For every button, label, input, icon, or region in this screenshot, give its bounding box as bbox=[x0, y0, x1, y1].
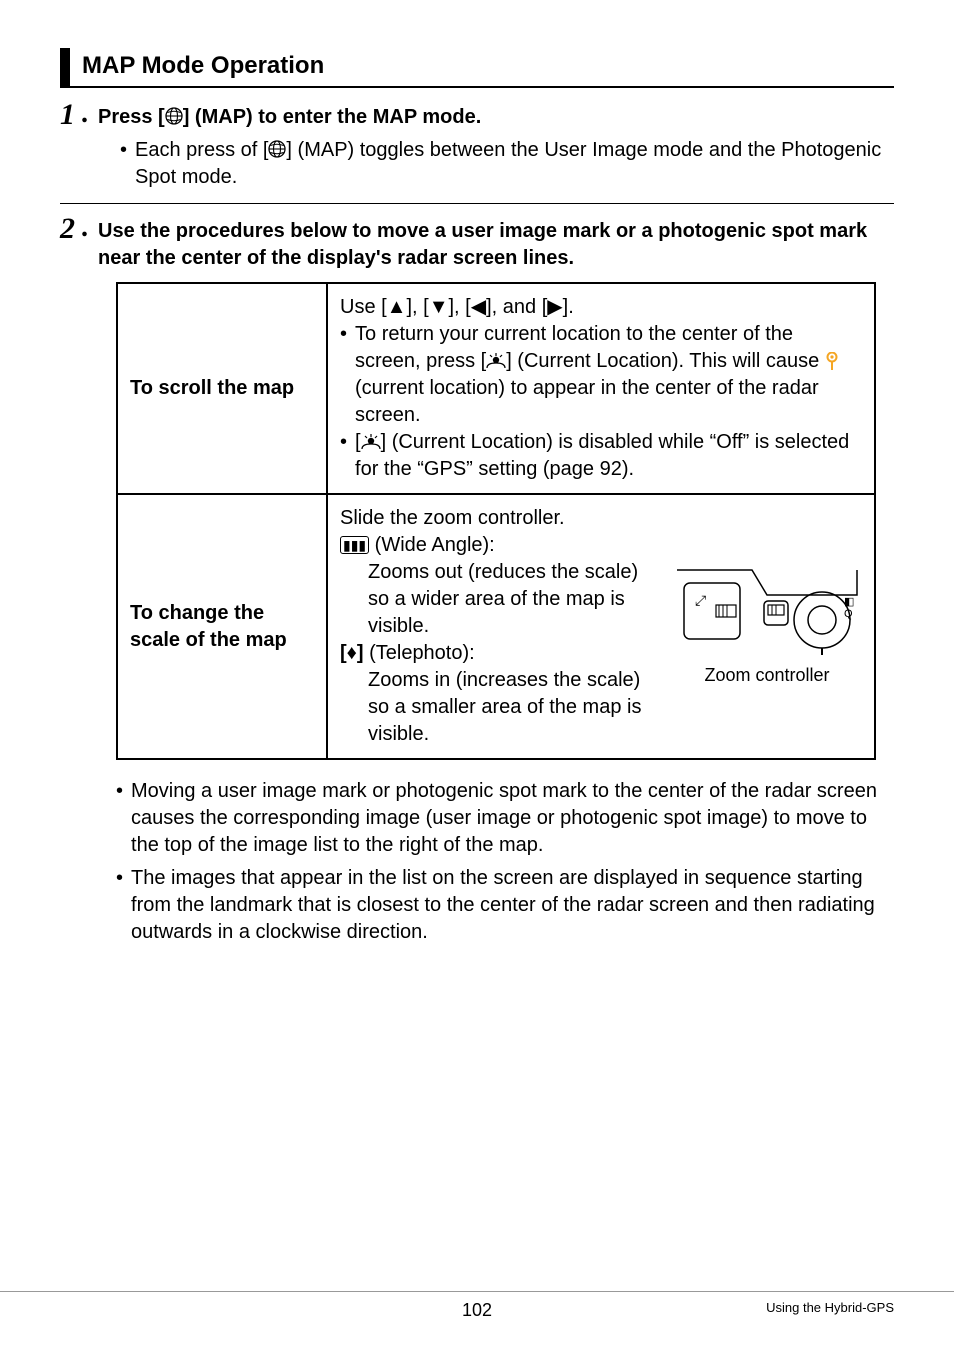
scroll-line1: Use [▲], [▼], [◀], and [▶]. bbox=[340, 294, 862, 321]
post-bullet-2-text: The images that appear in the list on th… bbox=[131, 865, 894, 946]
scale-wide-desc: Zooms out (reduces the scale) so a wider… bbox=[340, 559, 652, 640]
step-2-number: 2 bbox=[60, 214, 75, 244]
post-bullet-1: • Moving a user image mark or photogenic… bbox=[116, 778, 894, 859]
svg-text:Q: Q bbox=[844, 608, 853, 620]
step-2-text: Use the procedures below to move a user … bbox=[98, 214, 894, 272]
step-1-text: Press [ ] (MAP) to enter the MAP mode. bbox=[98, 100, 481, 131]
bullet-dot: • bbox=[120, 137, 127, 191]
post-bullet-2: • The images that appear in the list on … bbox=[116, 865, 894, 946]
step-1-text-a: Press [ bbox=[98, 106, 165, 128]
step-2-dot: . bbox=[81, 214, 88, 242]
page-footer: 102 Using the Hybrid-GPS bbox=[0, 1291, 954, 1321]
section-header-bar bbox=[60, 48, 70, 86]
scroll-b1-a: To return your current location to the c… bbox=[355, 323, 793, 345]
globe-icon bbox=[165, 107, 183, 125]
step-1-sub: • Each press of [] (MAP) toggles between… bbox=[120, 137, 894, 191]
step-1-number: 1 bbox=[60, 100, 75, 130]
globe-icon bbox=[268, 140, 286, 158]
scroll-bullet-2: • [] (Current Location) is disabled whil… bbox=[340, 429, 862, 483]
step-divider bbox=[60, 203, 894, 204]
step-1-sub-a: Each press of [ bbox=[135, 139, 268, 161]
scale-wide-line: ▮▮▮ (Wide Angle): bbox=[340, 532, 652, 559]
scroll-b1-d: (current location) to appear in the cent… bbox=[355, 377, 819, 426]
orange-location-marker-icon bbox=[825, 352, 839, 372]
scale-tele-label: (Telephoto): bbox=[364, 642, 475, 664]
svg-text:⤢: ⤢ bbox=[695, 592, 706, 608]
row-content-scale: Slide the zoom controller. ▮▮▮ (Wide Ang… bbox=[327, 494, 875, 759]
row-content-scroll: Use [▲], [▼], [◀], and [▶]. • To return … bbox=[327, 283, 875, 494]
telephoto-icon: [♦] bbox=[340, 642, 364, 664]
bullet-dot: • bbox=[116, 865, 123, 946]
scroll-b2-b: ] (Current Location) is disabled while “… bbox=[355, 431, 849, 480]
zoom-controller-icon: ⤢ ◧ Q bbox=[672, 565, 862, 657]
map-operations-table: To scroll the map Use [▲], [▼], [◀], and… bbox=[116, 282, 876, 760]
zoom-caption: Zoom controller bbox=[672, 663, 862, 687]
current-location-icon bbox=[486, 353, 506, 369]
row-label-scroll: To scroll the map bbox=[117, 283, 327, 494]
scale-tele-desc: Zooms in (increases the scale) so a smal… bbox=[340, 667, 652, 748]
zoom-controller-graphic: ⤢ ◧ Q Zoom controller bbox=[672, 565, 862, 687]
step-1: 1 . Press [ ] (MAP) to enter the MAP mode… bbox=[60, 100, 894, 131]
bullet-dot: • bbox=[340, 429, 347, 483]
post-bullets: • Moving a user image mark or photogenic… bbox=[116, 778, 894, 946]
scale-wide-label: (Wide Angle): bbox=[369, 534, 495, 556]
bullet-dot: • bbox=[116, 778, 123, 859]
step-1-dot: . bbox=[81, 100, 88, 128]
step-2: 2 . Use the procedures below to move a u… bbox=[60, 214, 894, 272]
section-header: MAP Mode Operation bbox=[60, 48, 894, 88]
scale-slide: Slide the zoom controller. bbox=[340, 505, 652, 532]
current-location-icon bbox=[361, 434, 381, 450]
table-row-scroll: To scroll the map Use [▲], [▼], [◀], and… bbox=[117, 283, 875, 494]
footer-section: Using the Hybrid-GPS bbox=[766, 1300, 894, 1315]
post-bullet-1-text: Moving a user image mark or photogenic s… bbox=[131, 778, 894, 859]
row-label-scale: To change the scale of the map bbox=[117, 494, 327, 759]
table-row-scale: To change the scale of the map Slide the… bbox=[117, 494, 875, 759]
scroll-bullet-1: • To return your current location to the… bbox=[340, 321, 862, 429]
svg-text:◧: ◧ bbox=[844, 596, 854, 608]
bullet-dot: • bbox=[340, 321, 347, 429]
section-title: MAP Mode Operation bbox=[82, 48, 324, 86]
scale-tele-line: [♦] (Telephoto): bbox=[340, 640, 652, 667]
scroll-b1-c: ] (Current Location). This will cause bbox=[506, 350, 825, 372]
step-1-sub-text: Each press of [] (MAP) toggles between t… bbox=[135, 137, 894, 191]
scroll-b1-b: screen, press [ bbox=[355, 350, 486, 372]
step-1-text-b: ] (MAP) to enter the MAP mode. bbox=[183, 106, 482, 128]
wide-angle-icon: ▮▮▮ bbox=[340, 536, 369, 554]
